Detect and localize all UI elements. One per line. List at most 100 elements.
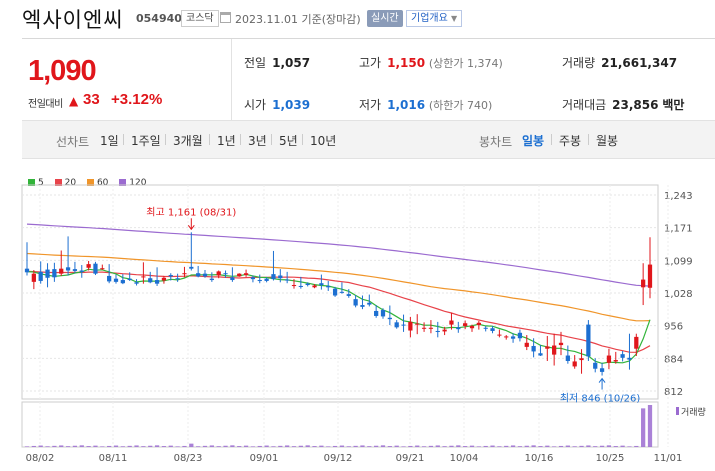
volume-bar [86, 446, 91, 447]
candle-body [483, 327, 488, 329]
volume-bar [606, 445, 612, 447]
price-chart[interactable]: 1,243 1,171 1,099 1,028 956 884 812 08/02 08/11 0… [0, 160, 715, 471]
candle [127, 272, 132, 281]
range-1y-button[interactable]: 1년 [217, 134, 236, 148]
candle [100, 264, 105, 271]
volume-bar [449, 445, 454, 447]
candle-monthly-button[interactable]: 월봉 [596, 134, 619, 148]
volume-bar [182, 445, 187, 447]
divider [588, 134, 589, 145]
candle-body [346, 294, 351, 296]
range-3y-button[interactable]: 3년 [248, 134, 267, 148]
candle [305, 282, 310, 287]
swatch [28, 179, 35, 186]
candle [79, 265, 84, 278]
volume-bar [52, 445, 57, 447]
range-1d-button[interactable]: 1일 [100, 134, 119, 148]
candle [634, 333, 639, 356]
candle-body [565, 355, 570, 361]
candle-body [168, 275, 173, 277]
candle-body [100, 268, 105, 270]
candle [552, 333, 557, 366]
candle [65, 236, 71, 276]
candle-body [593, 362, 598, 369]
line-chart-label: 선차트 [56, 135, 90, 149]
volume-bar [243, 445, 249, 447]
candle-weekly-button[interactable]: 주봉 [559, 134, 582, 148]
candle-body [312, 285, 317, 288]
min-annotation: 최저 846 (10/26) [560, 393, 641, 405]
volume-bar [593, 446, 598, 447]
candle-body [154, 280, 160, 284]
y-tick-label: 1,243 [664, 191, 693, 202]
candle [483, 325, 488, 332]
candle-body [45, 269, 50, 278]
x-tick-label: 10/16 [525, 453, 554, 464]
volume-bar [127, 445, 132, 447]
chevron-down-icon: ▼ [451, 14, 458, 23]
realtime-button[interactable]: 실시간 [367, 10, 403, 27]
range-3m-button[interactable]: 3개월 [173, 134, 203, 148]
candle-body [401, 324, 406, 326]
stock-name: 엑사이엔씨 [22, 8, 124, 32]
volume-bar [38, 445, 43, 447]
candle [168, 273, 173, 281]
price-summary: 1,090 전일대비 ▲ 33 +3.12% [22, 39, 232, 121]
range-1w-button[interactable]: 1주일 [131, 134, 161, 148]
candle [182, 266, 187, 278]
candle-body [175, 278, 180, 280]
candle-daily-button[interactable]: 일봉 [522, 134, 545, 148]
candle-body [497, 334, 502, 336]
volume-bar [312, 446, 317, 447]
candle [599, 362, 605, 376]
candle-body [148, 278, 153, 283]
candle [237, 273, 242, 277]
candle-body [243, 273, 249, 276]
candle-body [606, 355, 612, 363]
divider [271, 134, 272, 145]
volume-bar [490, 445, 495, 447]
company-info-dropdown[interactable]: 기업개요 ▼ [406, 10, 463, 27]
candle [312, 284, 317, 289]
volume-bar [223, 445, 228, 447]
volume-bar [497, 446, 502, 447]
divider [302, 134, 303, 145]
stat-label: 전일 [244, 56, 267, 70]
candle [346, 289, 351, 298]
candle [497, 329, 502, 338]
volume-bar [421, 446, 427, 447]
candle-body [620, 354, 625, 358]
lower-limit: (하한가 740) [428, 99, 493, 112]
candle-body [59, 268, 64, 274]
candle [24, 242, 30, 276]
range-10y-button[interactable]: 10년 [310, 134, 337, 148]
volume-bar [134, 445, 139, 447]
candle [435, 321, 440, 338]
range-5y-button[interactable]: 5년 [279, 134, 298, 148]
candle-body [380, 310, 386, 317]
candle-body [387, 317, 392, 320]
x-tick-label: 09/12 [324, 453, 353, 464]
volume-bar [387, 446, 392, 447]
candle-body [127, 278, 132, 281]
candle [31, 270, 36, 290]
x-tick-label: 09/01 [250, 453, 279, 464]
volume-bar [353, 445, 358, 447]
candle [113, 274, 119, 284]
calendar-icon [220, 12, 231, 23]
candle-body [182, 273, 187, 275]
candle [107, 264, 112, 284]
volume-bar [120, 446, 125, 447]
volume-bar [113, 445, 119, 447]
candle [401, 314, 406, 332]
candle [620, 350, 625, 362]
candle [59, 250, 64, 276]
candle-body [339, 291, 345, 293]
ma-legend: 5 20 60 120 [28, 178, 154, 188]
candle-body [230, 277, 235, 281]
candle-body [463, 323, 468, 326]
volume-bar [627, 446, 632, 447]
change-percent: +3.12% [111, 91, 163, 108]
candle-body [408, 321, 413, 331]
candle [593, 358, 598, 373]
